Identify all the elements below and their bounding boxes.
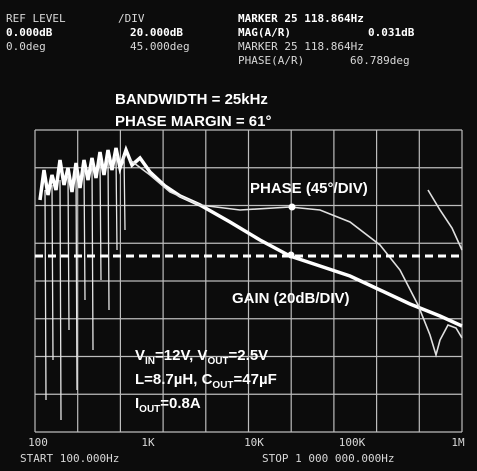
x-axis-labels: 100 1K 10K 100K 1M <box>28 436 465 449</box>
condition-text: =0.8A <box>160 395 201 412</box>
ref-level-mag: 0.000dB <box>6 26 53 39</box>
subscript: OUT <box>212 380 233 391</box>
marker-phase-value: 60.789deg <box>350 54 410 67</box>
phase-marker <box>288 203 296 211</box>
x-axis-label: 10K <box>244 436 264 449</box>
per-div-mag: 20.000dB <box>130 26 183 39</box>
stop-frequency: STOP 1 000 000.000Hz <box>262 452 394 465</box>
condition-text: V <box>135 347 145 364</box>
per-div-label: /DIV <box>118 12 145 25</box>
condition-line: VIN=12V, VOUT=2.5V <box>135 347 268 367</box>
start-frequency: START 100.000Hz <box>20 452 119 465</box>
condition-line: IOUT=0.8A <box>135 395 201 415</box>
x-axis-label: 100 <box>28 436 48 449</box>
conditions: VIN=12V, VOUT=2.5VL=8.7µH, COUT=47µFIOUT… <box>135 347 277 415</box>
ref-level-phase: 0.0deg <box>6 40 46 53</box>
condition-line: L=8.7µH, COUT=47µF <box>135 371 277 391</box>
subscript: IN <box>145 356 155 367</box>
condition-text: =2.5V <box>229 347 269 364</box>
ref-level-label: REF LEVEL <box>6 12 66 25</box>
condition-text: =12V, V <box>155 347 207 364</box>
subscript: OUT <box>139 404 160 415</box>
marker-mag-label: MARKER 25 118.864Hz <box>238 12 364 25</box>
x-axis-label: 1K <box>141 436 155 449</box>
phase-trace <box>129 159 463 358</box>
bandwidth-note: BANDWIDTH = 25kHz <box>115 91 268 108</box>
per-div-phase: 45.000deg <box>130 40 190 53</box>
condition-text: L=8.7µH, C <box>135 371 213 388</box>
subscript: OUT <box>207 356 228 367</box>
graticule <box>34 129 463 433</box>
phase-margin-note: PHASE MARGIN = 61° <box>115 113 271 130</box>
marker-mag-value: 0.031dB <box>368 26 415 39</box>
condition-text: =47µF <box>234 371 277 388</box>
x-axis-label: 1M <box>451 436 465 449</box>
marker-phase-name: PHASE(A/R) <box>238 54 304 67</box>
condition-text: I <box>135 395 139 412</box>
phase-trace-label: PHASE (45°/DIV) <box>250 180 368 197</box>
marker-phase-label: MARKER 25 118.864Hz <box>238 40 364 53</box>
x-axis-label: 100K <box>339 436 366 449</box>
gain-trace-label: GAIN (20dB/DIV) <box>232 290 350 307</box>
marker-mag-name: MAG(A/R) <box>238 26 291 39</box>
